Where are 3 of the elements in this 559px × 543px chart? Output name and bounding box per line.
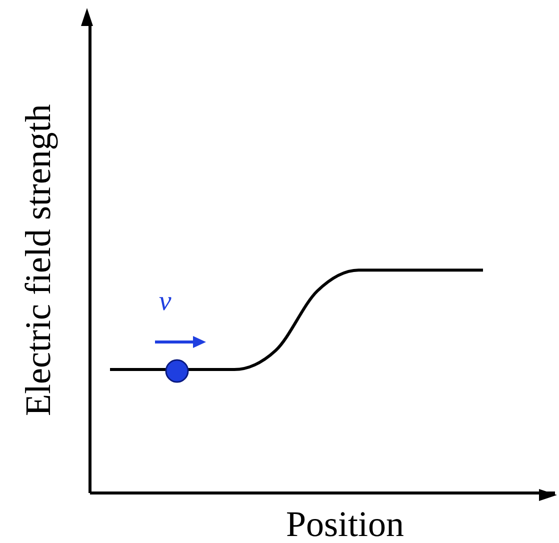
y-axis-title: Electric field strength [18, 104, 58, 416]
x-axis-title: Position [286, 504, 404, 543]
annotation: v⃗ [158, 286, 194, 317]
